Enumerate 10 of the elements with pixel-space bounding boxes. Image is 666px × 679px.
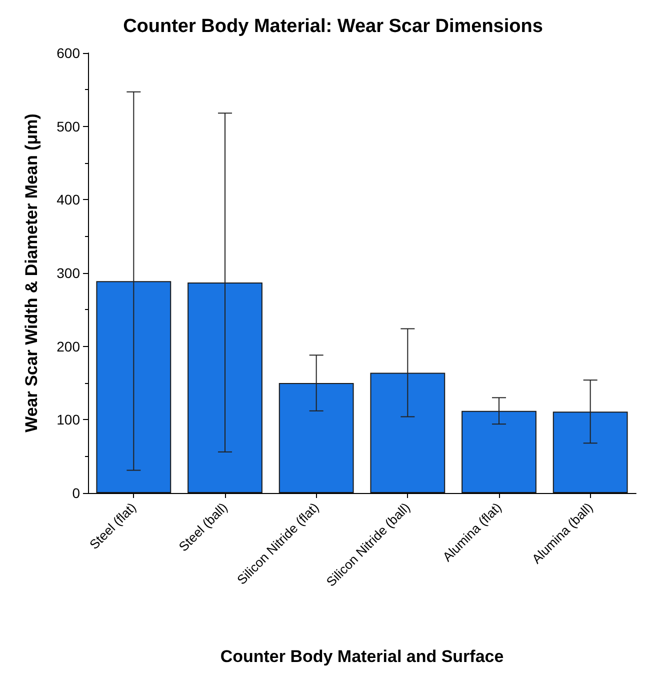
y-tick-label: 0 [72,485,80,501]
y-tick-label: 400 [56,192,80,208]
y-tick-label: 500 [56,118,80,134]
y-tick-label: 200 [56,338,80,354]
y-tick-label: 600 [56,45,80,61]
y-tick-label: 300 [56,265,80,281]
y-tick-label: 100 [56,412,80,428]
y-axis-title: Wear Scar Width & Diameter Mean (μm) [22,114,41,432]
x-axis-title: Counter Body Material and Surface [220,647,504,666]
chart-title: Counter Body Material: Wear Scar Dimensions [123,16,543,37]
